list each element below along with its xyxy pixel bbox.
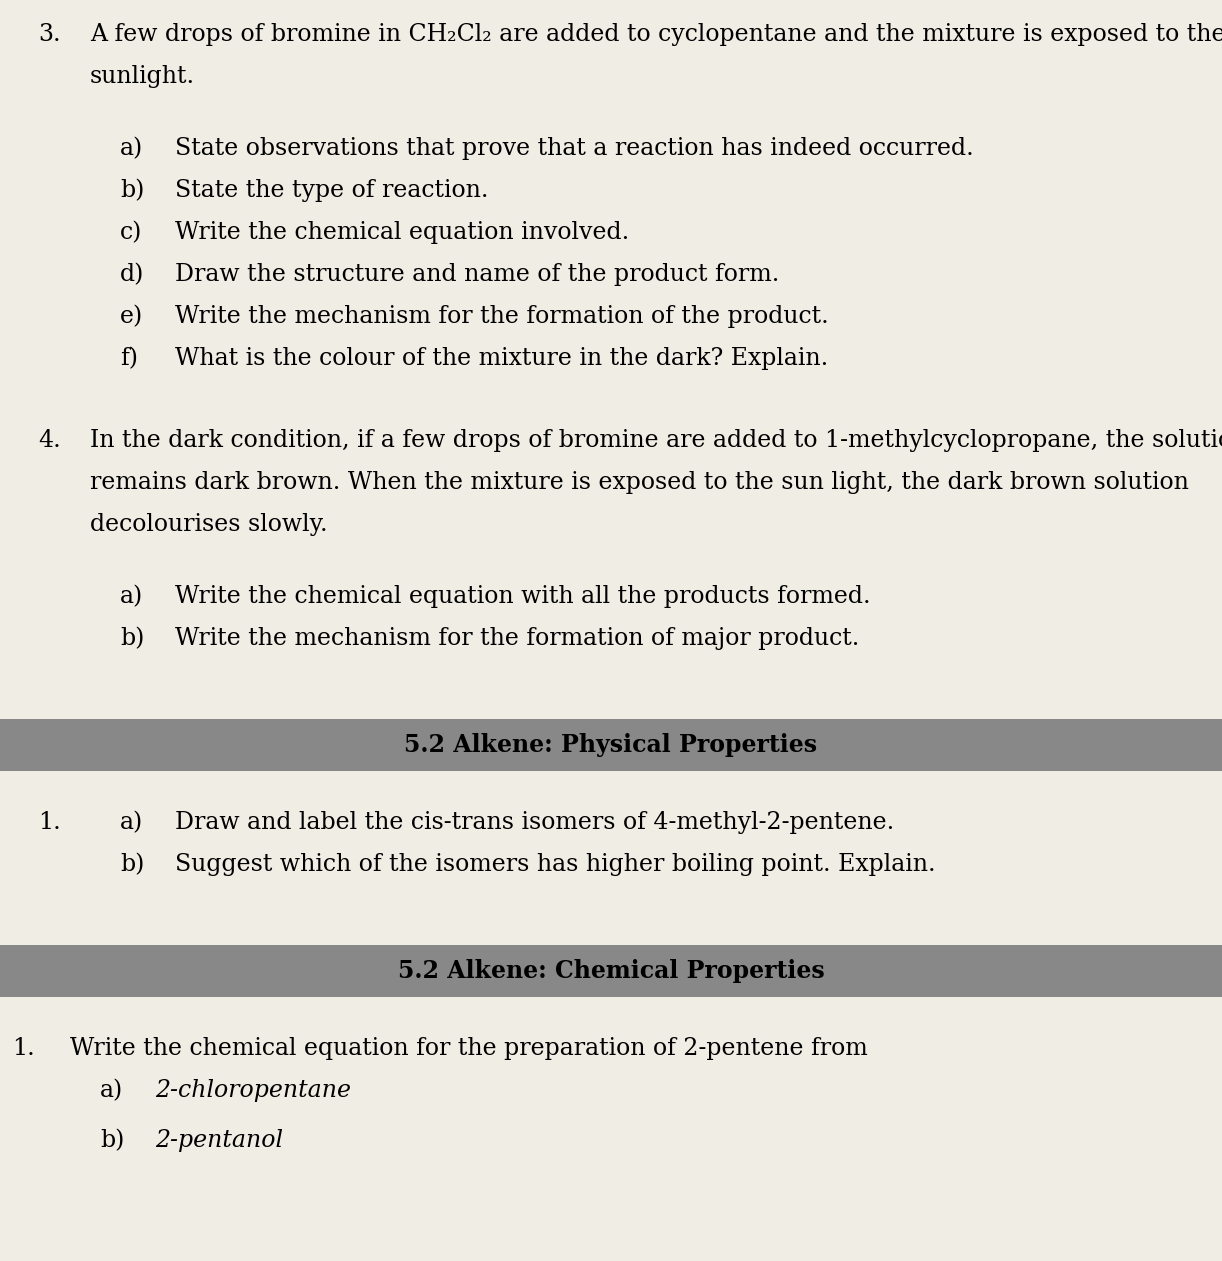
Text: In the dark condition, if a few drops of bromine are added to 1-methylcyclopropa: In the dark condition, if a few drops of… xyxy=(90,429,1222,451)
Text: State observations that prove that a reaction has indeed occurred.: State observations that prove that a rea… xyxy=(175,137,974,160)
Text: f): f) xyxy=(120,347,138,369)
Text: Draw the structure and name of the product form.: Draw the structure and name of the produ… xyxy=(175,264,780,286)
Text: Draw and label the cis-trans isomers of 4-methyl-2-pentene.: Draw and label the cis-trans isomers of … xyxy=(175,811,895,834)
Text: 5.2 Alkene: Chemical Properties: 5.2 Alkene: Chemical Properties xyxy=(397,960,825,984)
Text: Suggest which of the isomers has higher boiling point. Explain.: Suggest which of the isomers has higher … xyxy=(175,852,936,876)
Text: c): c) xyxy=(120,221,143,243)
Text: remains dark brown. When the mixture is exposed to the sun light, the dark brown: remains dark brown. When the mixture is … xyxy=(90,472,1189,494)
Text: 2-chloropentane: 2-chloropentane xyxy=(155,1079,351,1102)
Text: What is the colour of the mixture in the dark? Explain.: What is the colour of the mixture in the… xyxy=(175,347,829,369)
Text: A few drops of bromine in CH₂Cl₂ are added to cyclopentane and the mixture is ex: A few drops of bromine in CH₂Cl₂ are add… xyxy=(90,23,1222,45)
Text: sunlight.: sunlight. xyxy=(90,66,196,88)
Text: d): d) xyxy=(120,264,144,286)
Text: a): a) xyxy=(120,137,143,160)
Text: 5.2 Alkene: Physical Properties: 5.2 Alkene: Physical Properties xyxy=(404,733,818,757)
Text: 4.: 4. xyxy=(38,429,61,451)
Text: Write the mechanism for the formation of the product.: Write the mechanism for the formation of… xyxy=(175,305,829,328)
Text: decolourises slowly.: decolourises slowly. xyxy=(90,513,327,536)
Text: a): a) xyxy=(120,585,143,608)
Bar xyxy=(0,719,1222,770)
Text: Write the chemical equation involved.: Write the chemical equation involved. xyxy=(175,221,629,243)
Text: 1.: 1. xyxy=(38,811,61,834)
Text: b): b) xyxy=(100,1129,125,1153)
Text: b): b) xyxy=(120,179,144,202)
Bar xyxy=(0,944,1222,997)
Text: b): b) xyxy=(120,627,144,649)
Text: b): b) xyxy=(120,852,144,876)
Text: a): a) xyxy=(120,811,143,834)
Text: a): a) xyxy=(100,1079,123,1102)
Text: State the type of reaction.: State the type of reaction. xyxy=(175,179,489,202)
Text: 2-pentanol: 2-pentanol xyxy=(155,1129,284,1153)
Text: Write the mechanism for the formation of major product.: Write the mechanism for the formation of… xyxy=(175,627,859,649)
Text: 3.: 3. xyxy=(38,23,61,45)
Text: 1.: 1. xyxy=(12,1037,34,1061)
Text: Write the chemical equation for the preparation of 2-pentene from: Write the chemical equation for the prep… xyxy=(70,1037,868,1061)
Text: e): e) xyxy=(120,305,143,328)
Text: Write the chemical equation with all the products formed.: Write the chemical equation with all the… xyxy=(175,585,870,608)
